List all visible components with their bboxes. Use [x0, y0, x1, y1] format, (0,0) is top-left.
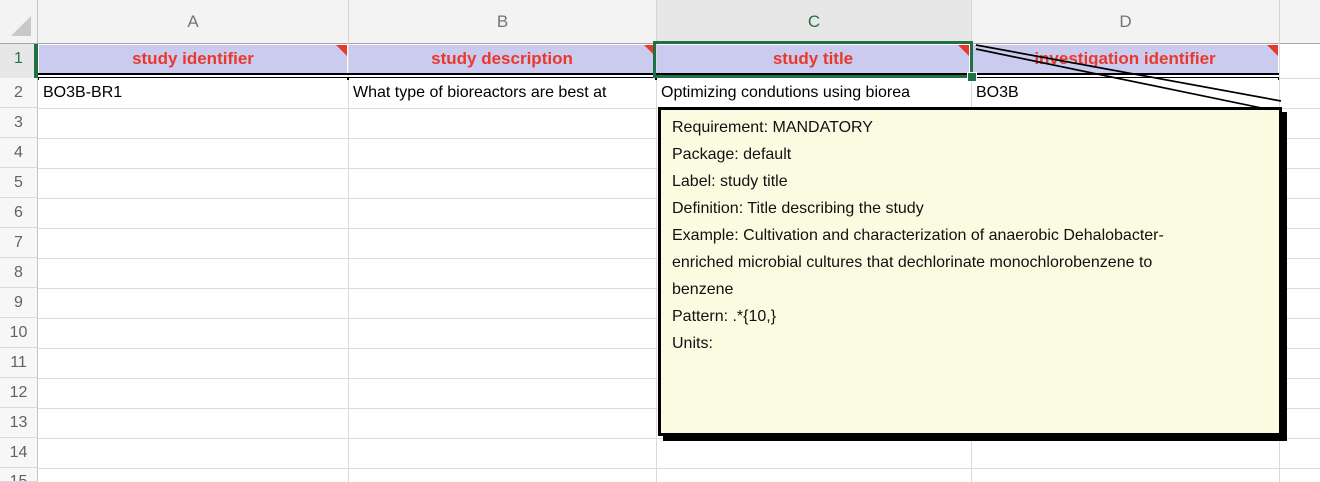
- tooltip-line: Units:: [672, 335, 713, 352]
- cell-a1[interactable]: study identifier: [39, 45, 347, 73]
- cell-b1-label: study description: [431, 49, 573, 68]
- gridline-col-ab: [348, 44, 349, 482]
- column-header-d[interactable]: D: [971, 0, 1279, 44]
- cell-c1-label: study title: [772, 49, 854, 68]
- cell-c2[interactable]: Optimizing condutions using biorea: [657, 78, 970, 108]
- row-header-10[interactable]: 10: [0, 318, 38, 348]
- cell-b2[interactable]: What type of bioreactors are best at: [349, 78, 655, 108]
- tooltip-line: enriched microbial cultures that dechlor…: [672, 254, 1153, 271]
- comment-indicator-icon: [958, 45, 969, 56]
- select-all-triangle-icon: [11, 16, 31, 36]
- column-header-a[interactable]: A: [187, 12, 199, 31]
- cell-d2[interactable]: BO3B: [972, 78, 1278, 108]
- comment-tooltip: Requirement: MANDATORY Package: default …: [658, 107, 1282, 436]
- row-header-12[interactable]: 12: [0, 378, 38, 408]
- row-header-1[interactable]: 1: [0, 44, 38, 78]
- cell-a2[interactable]: BO3B-BR1: [39, 78, 347, 108]
- comment-indicator-icon: [336, 45, 347, 56]
- comment-indicator-icon: [1267, 45, 1278, 56]
- row-header-14[interactable]: 14: [0, 438, 38, 468]
- gridline-row: [38, 468, 1320, 469]
- cell-d1[interactable]: investigation identifier: [972, 45, 1278, 73]
- column-header-b[interactable]: B: [348, 0, 656, 44]
- gridline-col-bc: [656, 44, 657, 482]
- cell-a1-label: study identifier: [132, 49, 254, 68]
- column-header-e[interactable]: [1279, 0, 1320, 44]
- row-header-8[interactable]: 8: [0, 258, 38, 288]
- row-header-15[interactable]: 15: [0, 468, 38, 482]
- row-header-3[interactable]: 3: [0, 108, 38, 138]
- tooltip-line: Definition: Title describing the study: [672, 200, 924, 217]
- row-header-4[interactable]: 4: [0, 138, 38, 168]
- cell-d1-label: investigation identifier: [1034, 49, 1216, 68]
- row-header-9[interactable]: 9: [0, 288, 38, 318]
- row1-double-border-thin: [38, 73, 1279, 75]
- row-header-6[interactable]: 6: [0, 198, 38, 228]
- tooltip-line: Label: study title: [672, 173, 788, 190]
- row-header-13[interactable]: 13: [0, 408, 38, 438]
- row-1-selection-accent: [34, 44, 38, 78]
- gridline-row-e: [1279, 78, 1320, 79]
- active-cell-border: [653, 41, 973, 78]
- tooltip-line: Pattern: .*{10,}: [672, 308, 777, 325]
- cell-b1[interactable]: study description: [349, 45, 655, 73]
- row-header-2[interactable]: 2: [0, 78, 38, 108]
- row-header-5[interactable]: 5: [0, 168, 38, 198]
- cell-c1[interactable]: study title: [657, 45, 969, 73]
- select-all-button[interactable]: [0, 0, 38, 44]
- row-header-7[interactable]: 7: [0, 228, 38, 258]
- row-header-11[interactable]: 11: [0, 348, 38, 378]
- tooltip-line: Package: default: [672, 146, 792, 163]
- tooltip-line: Example: Cultivation and characterizatio…: [672, 227, 1164, 244]
- column-header-c[interactable]: C: [656, 0, 971, 44]
- fill-handle[interactable]: [967, 72, 977, 82]
- comment-indicator-icon: [644, 45, 655, 56]
- tooltip-line: Requirement: MANDATORY: [672, 119, 873, 136]
- tooltip-line: benzene: [672, 281, 734, 298]
- gridline-row: [38, 438, 1320, 439]
